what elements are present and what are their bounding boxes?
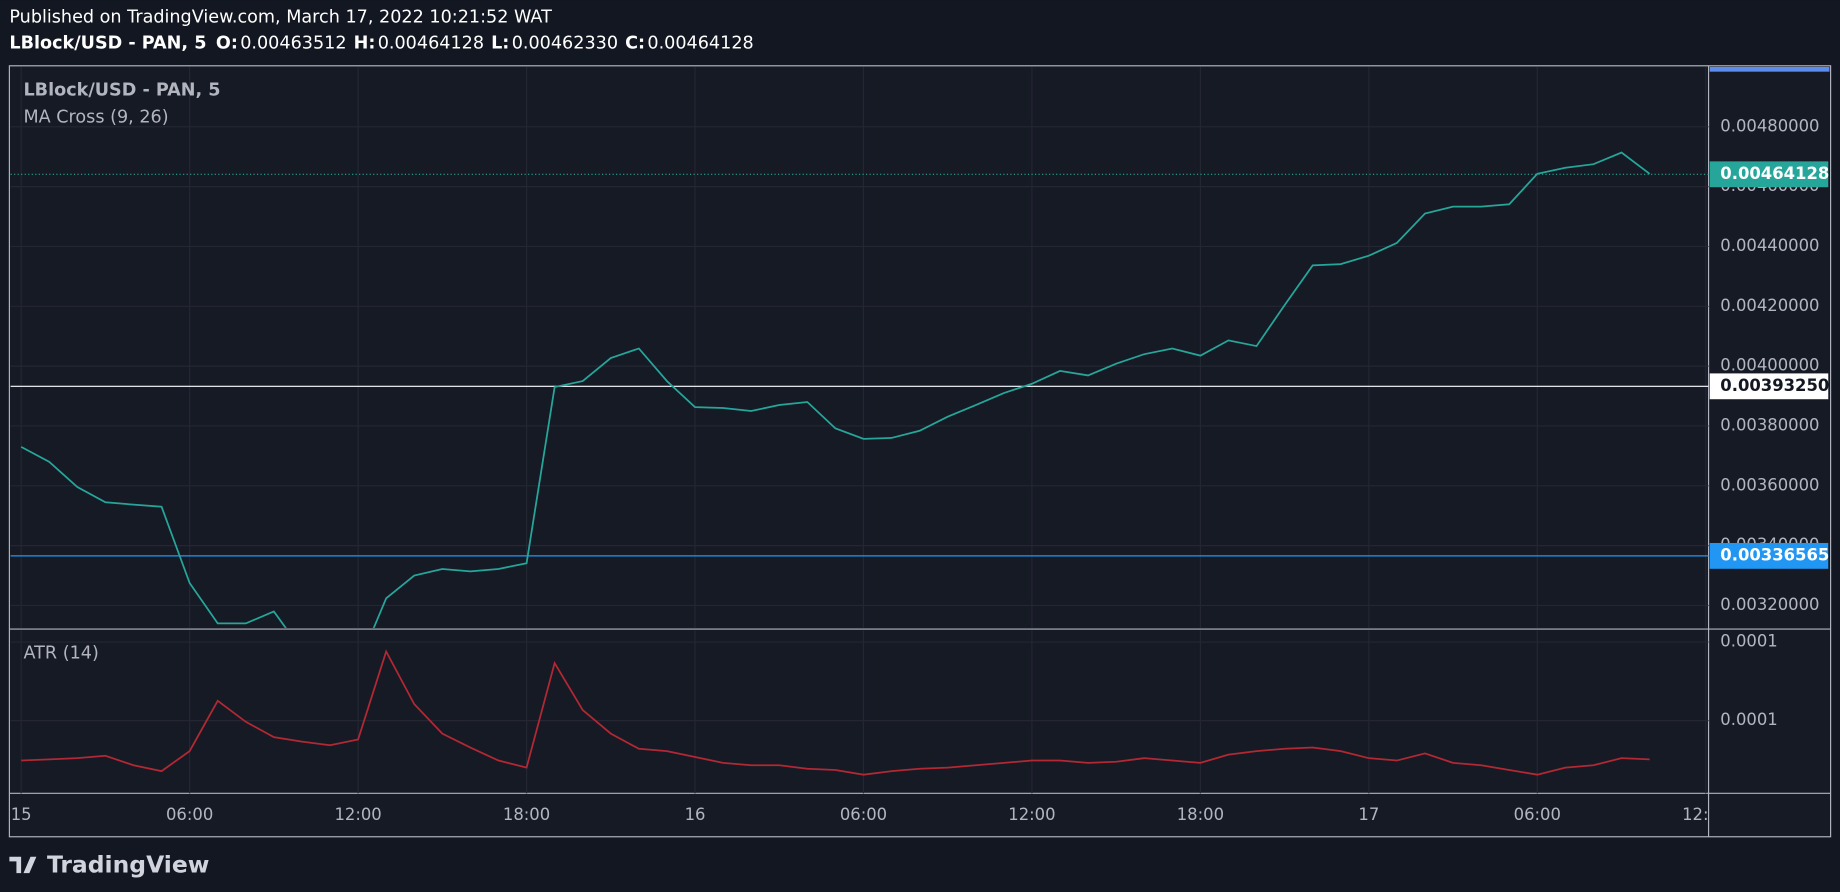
ohlc-key: O: xyxy=(216,34,238,54)
y-tick-label: 0.00360000 xyxy=(1720,475,1819,494)
ohlc-value: 0.00463512 xyxy=(240,34,346,54)
price-line xyxy=(20,151,1651,628)
x-tick-label: 12:00 xyxy=(1682,805,1729,824)
ohlc-key: L: xyxy=(491,34,509,54)
price-badge-label: 0.00393250 xyxy=(1720,376,1829,395)
grid xyxy=(10,66,1709,794)
y-tick-label: 0.0001 xyxy=(1720,710,1777,729)
y-tick-label: 0.00320000 xyxy=(1720,595,1819,614)
x-tick-label: 17 xyxy=(1358,805,1379,824)
price-badge xyxy=(1709,161,1829,188)
ohlc-key: C: xyxy=(625,34,645,54)
ohlc-value: 0.00464128 xyxy=(378,34,484,54)
price-line xyxy=(21,649,1650,776)
published-note: Published on TradingView.com, March 17, … xyxy=(9,8,552,28)
y-tick-label: 0.00400000 xyxy=(1720,356,1819,375)
price-badge xyxy=(1709,542,1829,569)
plot xyxy=(10,151,1709,776)
ohlc-value: 0.00464128 xyxy=(647,34,753,54)
x-tick-label: 16 xyxy=(685,805,706,824)
pane-title: LBlock/USD - PAN, 5 xyxy=(23,80,220,100)
price-badge-label: 0.00336565 xyxy=(1720,545,1829,564)
price-badge-label: 0.00464128 xyxy=(1720,164,1829,183)
y-tick-label: 0.00420000 xyxy=(1720,296,1819,315)
y-tick-label: 0.00440000 xyxy=(1720,236,1819,255)
ohlc-line: LBlock/USD - PAN, 5 O: 0.00463512 H: 0.00464… xyxy=(9,34,753,54)
scroll-indicator xyxy=(1709,66,1830,72)
brand: TradingView xyxy=(47,851,209,879)
logo: TradingView xyxy=(9,851,209,879)
x-tick-label: 06:00 xyxy=(840,805,887,824)
y-tick-label: 0.00380000 xyxy=(1720,415,1819,434)
price-badge xyxy=(1709,373,1829,400)
indicator-label: MA Cross (9, 26) xyxy=(23,107,168,127)
x-tick-label: 15 xyxy=(11,805,32,824)
x-tick-label: 18:00 xyxy=(1177,805,1224,824)
x-tick-label: 12:00 xyxy=(334,805,381,824)
x-tick-label: 18:00 xyxy=(503,805,550,824)
chart-frame xyxy=(8,65,1832,838)
x-tick-label: 06:00 xyxy=(1514,805,1561,824)
y-tick-label: 0.00480000 xyxy=(1720,116,1819,135)
ohlc-key: H: xyxy=(354,34,376,54)
symbol: LBlock/USD - PAN, 5 xyxy=(9,34,206,54)
x-axis: 15 06:00 12:00 18:00 16 06:00 12:00 18:00 17 06:0… xyxy=(11,805,1729,824)
atr-label: ATR (14) xyxy=(23,644,98,664)
x-tick-label: 12:00 xyxy=(1008,805,1055,824)
ohlc-value: 0.00462330 xyxy=(512,34,618,54)
x-tick-label: 06:00 xyxy=(166,805,213,824)
y-tick-label: 0.0001 xyxy=(1720,632,1777,651)
